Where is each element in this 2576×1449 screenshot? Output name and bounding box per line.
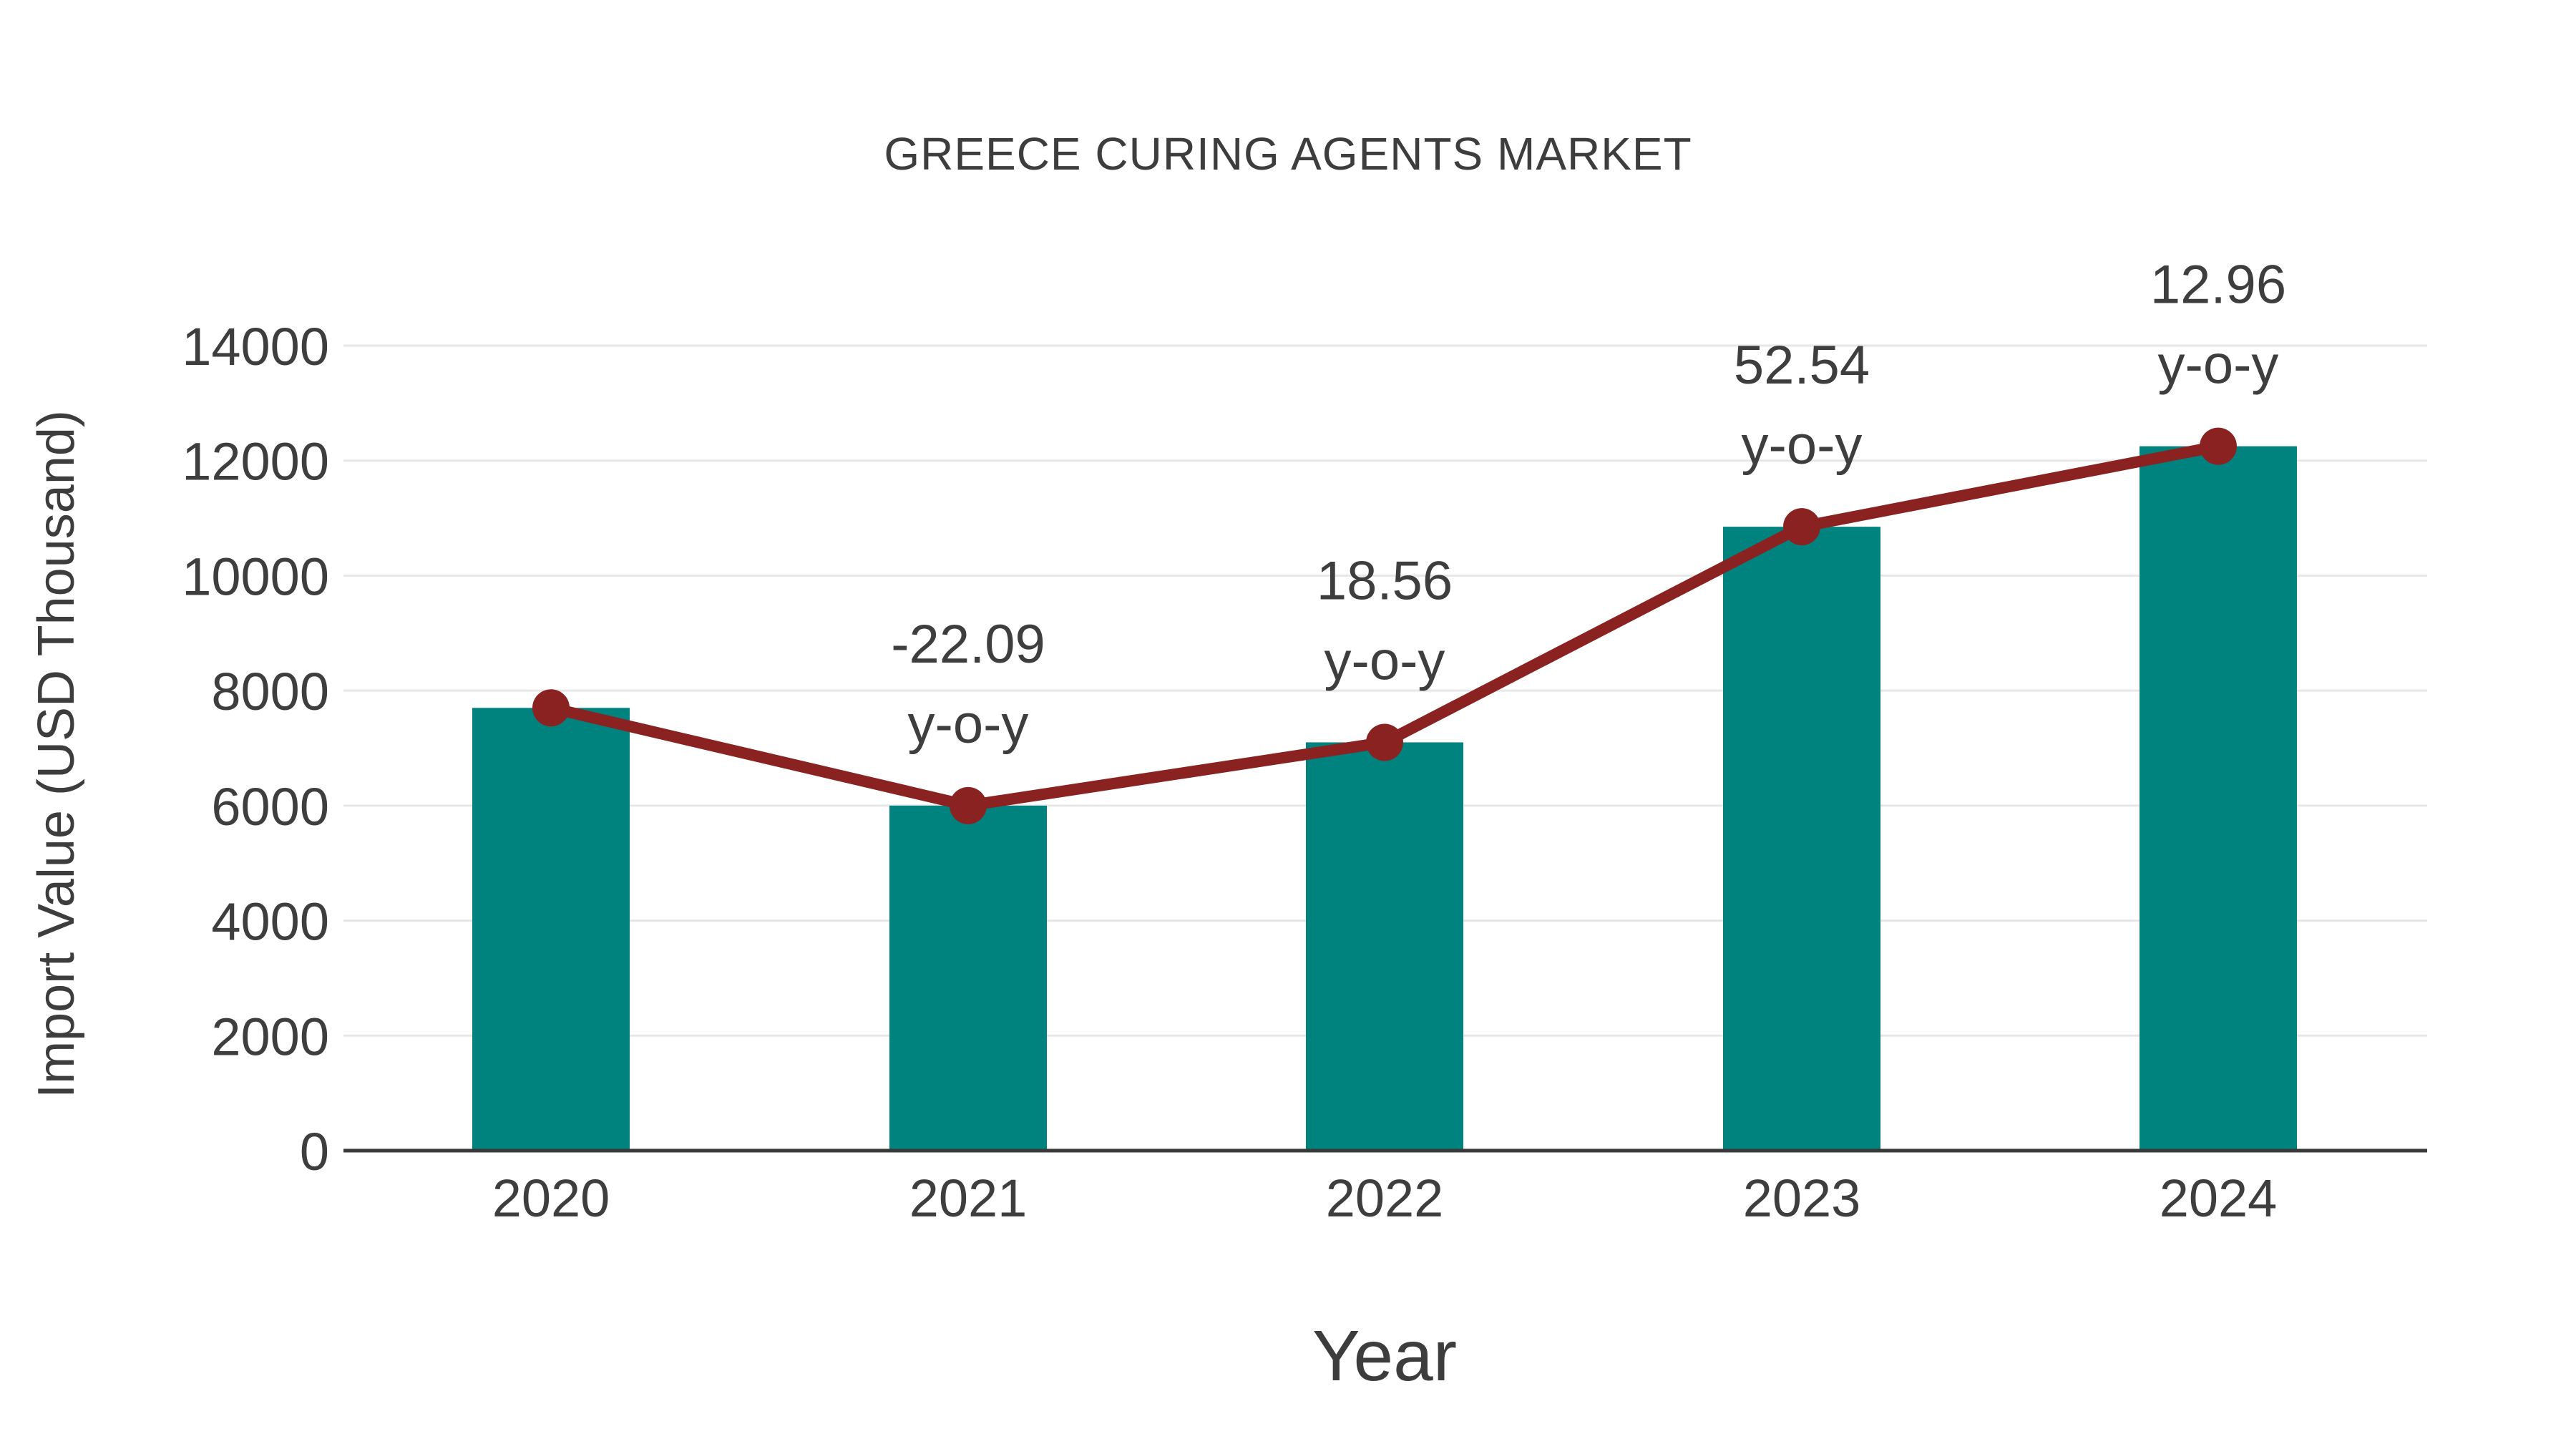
annotation-suffix-2021: y-o-y xyxy=(908,694,1029,755)
annotation-value-2024: 12.96 xyxy=(2150,255,2286,316)
y-tick-label: 0 xyxy=(300,1122,329,1181)
x-tick-label-2022: 2022 xyxy=(1326,1169,1444,1228)
y-tick-label: 8000 xyxy=(211,662,329,721)
data-point-marker-2021 xyxy=(950,786,987,824)
annotation-value-2023: 52.54 xyxy=(1734,335,1870,396)
chart-title: GREECE CURING AGENTS MARKET xyxy=(884,128,1692,180)
x-tick-label-2024: 2024 xyxy=(2160,1169,2278,1228)
x-tick-label-2023: 2023 xyxy=(1743,1169,1861,1228)
annotation-suffix-2024: y-o-y xyxy=(2158,335,2279,396)
bar-2022 xyxy=(1306,742,1463,1151)
y-tick-label: 14000 xyxy=(182,317,329,376)
data-point-marker-2022 xyxy=(1366,723,1403,761)
y-tick-label: 4000 xyxy=(211,892,329,952)
annotation-value-2022: 18.56 xyxy=(1317,550,1453,611)
annotation-value-2021: -22.09 xyxy=(891,614,1045,675)
y-tick-label: 6000 xyxy=(211,777,329,836)
annotation-suffix-2022: y-o-y xyxy=(1324,630,1445,691)
data-point-marker-2024 xyxy=(2200,427,2237,465)
y-tick-label: 2000 xyxy=(211,1007,329,1066)
x-tick-label-2021: 2021 xyxy=(909,1169,1028,1228)
y-tick-label: 12000 xyxy=(182,432,329,492)
annotation-suffix-2023: y-o-y xyxy=(1742,415,1863,476)
data-point-marker-2020 xyxy=(532,689,570,727)
x-tick-label-2020: 2020 xyxy=(492,1169,610,1228)
bar-2020 xyxy=(472,708,630,1151)
bar-2024 xyxy=(2140,446,2297,1151)
bar-2023 xyxy=(1723,527,1880,1151)
data-point-marker-2023 xyxy=(1783,508,1820,546)
bar-2021 xyxy=(889,805,1047,1151)
y-tick-label: 10000 xyxy=(182,547,329,606)
x-axis-label: Year xyxy=(1312,1316,1458,1396)
